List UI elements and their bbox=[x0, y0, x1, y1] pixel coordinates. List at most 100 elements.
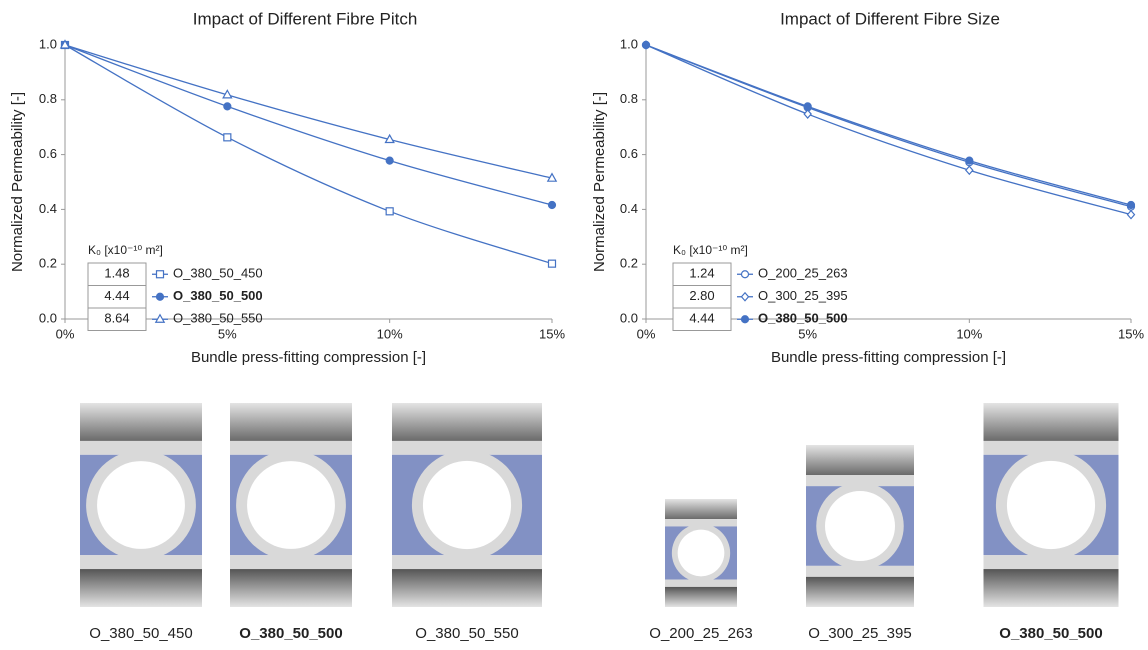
legend-label: O_200_25_263 bbox=[758, 266, 848, 281]
x-tick-label: 10% bbox=[956, 326, 982, 341]
marker bbox=[740, 270, 750, 279]
chart: Impact of Different Fibre Size Normalized… bbox=[591, 9, 1144, 641]
marker bbox=[740, 315, 750, 324]
marker bbox=[154, 313, 166, 323]
x-tick-label: 15% bbox=[1118, 326, 1144, 341]
x-axis-label: Bundle press-fitting compression [-] bbox=[771, 349, 1006, 366]
y-axis-label: Normalized Permeability [-] bbox=[591, 92, 608, 272]
marker bbox=[965, 156, 974, 165]
marker bbox=[1126, 200, 1136, 210]
y-tick-label: 0.0 bbox=[39, 310, 57, 325]
y-tick-label: 0.4 bbox=[39, 201, 57, 216]
illustration-caption: O_380_50_550 bbox=[415, 625, 518, 642]
legend-k0: 8.64 bbox=[104, 311, 129, 326]
series-line bbox=[64, 44, 553, 179]
chart: Impact of Different Fibre Pitch Normalize… bbox=[9, 9, 565, 641]
illustration-band bbox=[80, 440, 202, 455]
x-axis-label: Bundle press-fitting compression [-] bbox=[191, 349, 426, 366]
x-tick-label: 10% bbox=[377, 326, 403, 341]
illustration-band bbox=[230, 555, 352, 570]
y-tick-label: 0.0 bbox=[620, 310, 638, 325]
marker bbox=[385, 207, 394, 216]
y-tick-label: 1.0 bbox=[39, 36, 57, 51]
marker bbox=[59, 39, 71, 49]
illustration-top bbox=[983, 403, 1119, 441]
y-tick-label: 0.6 bbox=[39, 146, 57, 161]
legend-label: O_380_50_500 bbox=[173, 288, 263, 303]
illustration-band bbox=[80, 555, 202, 570]
marker bbox=[222, 89, 233, 99]
fibre bbox=[1006, 460, 1096, 550]
illustration-band bbox=[392, 440, 542, 455]
marker bbox=[547, 259, 557, 268]
legend-k0: 1.24 bbox=[689, 266, 714, 281]
illustration-top bbox=[80, 403, 202, 441]
x-tick-label: 0% bbox=[56, 326, 75, 341]
legend-title: K₀ [x10⁻¹⁰ m²] bbox=[88, 243, 163, 257]
marker bbox=[803, 102, 812, 111]
legend-k0: 1.48 bbox=[104, 266, 129, 281]
illustration-caption: O_380_50_450 bbox=[89, 625, 192, 642]
legend-k0: 2.80 bbox=[689, 288, 714, 303]
y-tick-label: 0.6 bbox=[620, 146, 638, 161]
illustration-bottom bbox=[665, 586, 737, 607]
marker bbox=[385, 156, 394, 165]
x-tick-label: 5% bbox=[218, 326, 237, 341]
illustration-band bbox=[983, 555, 1119, 570]
marker bbox=[803, 109, 812, 119]
marker bbox=[223, 133, 232, 142]
illustration-band bbox=[806, 565, 914, 577]
legend-label: O_300_25_395 bbox=[758, 288, 848, 303]
series-line bbox=[645, 44, 1132, 216]
marker bbox=[223, 102, 232, 111]
marker bbox=[384, 133, 395, 144]
illustration-caption: O_380_50_500 bbox=[239, 625, 342, 642]
series-line bbox=[64, 44, 553, 206]
x-tick-label: 15% bbox=[539, 326, 565, 341]
legend-label: O_380_50_550 bbox=[173, 311, 263, 326]
marker bbox=[546, 172, 558, 182]
illustration-caption: O_200_25_263 bbox=[649, 625, 752, 642]
legend-label: O_380_50_500 bbox=[758, 311, 848, 326]
illustration-top bbox=[806, 445, 914, 476]
marker bbox=[740, 291, 750, 302]
series-line bbox=[64, 44, 553, 265]
fibre bbox=[97, 461, 185, 549]
marker bbox=[641, 40, 651, 50]
y-tick-label: 0.8 bbox=[39, 91, 57, 106]
illustration-caption: O_300_25_395 bbox=[808, 625, 911, 642]
legend-cell bbox=[87, 307, 147, 331]
fibre bbox=[677, 529, 725, 577]
legend-k0: 4.44 bbox=[689, 311, 714, 326]
marker bbox=[155, 292, 165, 301]
y-tick-label: 0.2 bbox=[620, 256, 638, 271]
illustration-top bbox=[665, 499, 737, 520]
legend-label: O_380_50_450 bbox=[173, 266, 263, 281]
illustration-bottom bbox=[80, 569, 202, 607]
legend-cell bbox=[672, 307, 732, 331]
chart-title: Impact of Different Fibre Pitch bbox=[193, 9, 418, 28]
fibre bbox=[247, 461, 335, 549]
y-tick-label: 0.8 bbox=[620, 91, 638, 106]
chart-title: Impact of Different Fibre Size bbox=[780, 9, 1000, 28]
illustration-top bbox=[230, 403, 352, 441]
marker bbox=[547, 200, 557, 210]
fibre bbox=[422, 460, 512, 550]
y-axis-label: Normalized Permeability [-] bbox=[9, 92, 26, 272]
illustration-bottom bbox=[392, 569, 542, 607]
marker bbox=[965, 165, 974, 176]
illustration-band bbox=[392, 555, 542, 570]
illustration-bottom bbox=[983, 569, 1119, 607]
y-tick-label: 0.4 bbox=[620, 201, 638, 216]
series-line bbox=[645, 44, 1132, 208]
illustration-band bbox=[806, 475, 914, 487]
marker bbox=[155, 270, 165, 279]
illustration-caption: O_380_50_500 bbox=[999, 625, 1102, 642]
marker bbox=[1126, 209, 1136, 220]
illustration-band bbox=[665, 579, 737, 587]
y-tick-label: 0.2 bbox=[39, 256, 57, 271]
fibre bbox=[825, 491, 895, 561]
legend-k0: 4.44 bbox=[104, 288, 129, 303]
y-tick-label: 1.0 bbox=[620, 36, 638, 51]
